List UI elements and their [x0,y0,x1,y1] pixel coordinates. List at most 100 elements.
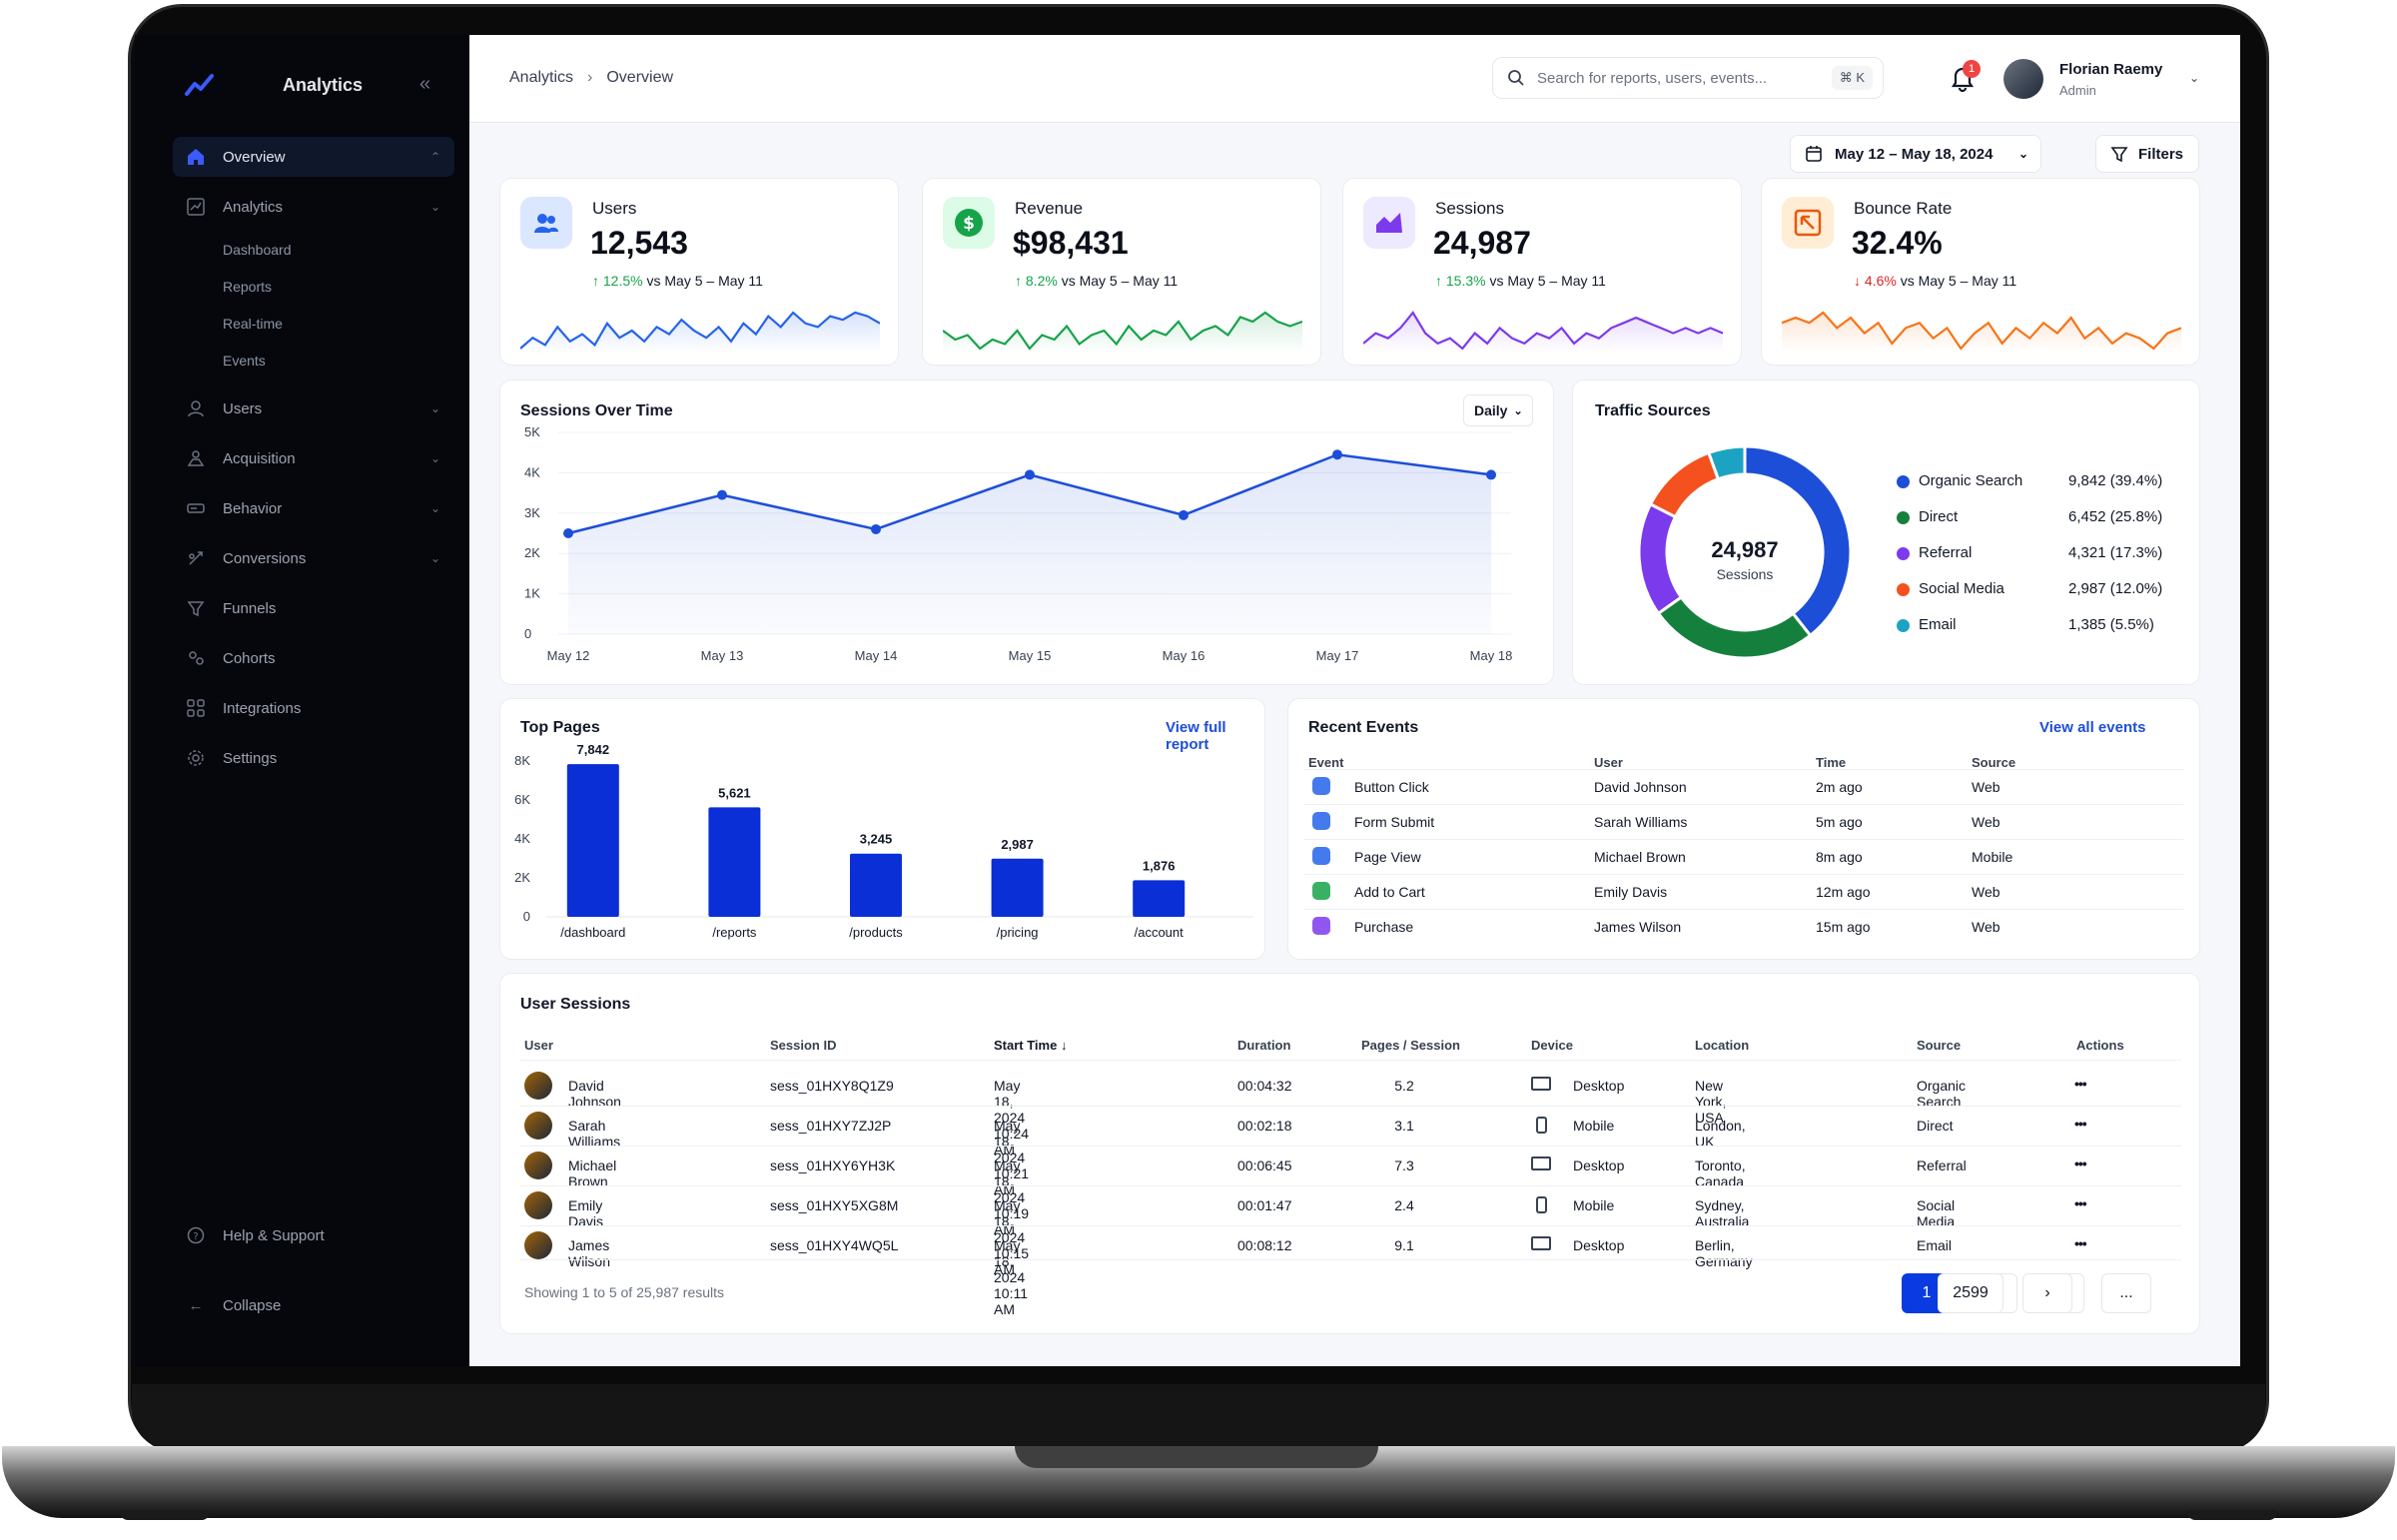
row-actions-button[interactable]: ••• [2074,1155,2087,1171]
session-pages: 5.2 [1394,1078,1414,1094]
card-title: Traffic Sources [1595,402,1711,419]
session-pages: 9.1 [1394,1237,1414,1253]
session-user: James Wilson [568,1237,611,1269]
donut-slice[interactable] [1656,594,1813,660]
help-icon: ? [185,1224,207,1246]
sidebar-item-conversions[interactable]: Conversions ⌄ [173,538,454,578]
view-all-events-link[interactable]: View all events [2039,719,2146,736]
column-header: Duration [1237,1038,1291,1053]
avatar[interactable] [2003,59,2043,99]
session-id: sess_01HXY7ZJ2P [770,1118,892,1134]
divider [1304,839,2183,840]
granularity-select[interactable]: Daily ⌄ [1463,394,1533,426]
help-support-link[interactable]: ? Help & Support [173,1215,454,1255]
data-point[interactable] [563,528,573,538]
row-actions-button[interactable]: ••• [2074,1116,2087,1132]
event-icon [1312,917,1330,935]
data-point[interactable] [717,489,727,500]
event-user: David Johnson [1594,779,1687,795]
divider [520,1225,2181,1226]
bar[interactable] [850,853,902,917]
event-user: Michael Brown [1594,849,1686,865]
bar-value-label: 5,621 [718,785,751,800]
collapse-button[interactable]: ← Collapse [173,1285,454,1325]
collapse-sidebar-icon[interactable]: « [419,73,431,95]
calendar-icon [1806,146,1822,162]
subnav-events[interactable]: Events [223,353,266,369]
divider [520,1259,2181,1260]
donut-slice[interactable] [1706,444,1747,481]
sidebar-item-analytics[interactable]: Analytics ⌄ [173,187,454,227]
sidebar-item-settings[interactable]: Settings [173,738,454,778]
breadcrumb-analytics[interactable]: Analytics [509,69,574,86]
kpi-value: 12,543 [590,225,688,261]
x-tick-label: May 16 [1163,648,1205,663]
next-page-button[interactable]: › [2022,1273,2072,1313]
sparkline-area [943,313,1302,353]
x-tick-label: May 17 [1316,648,1359,663]
data-point[interactable] [1025,469,1035,480]
event-time: 15m ago [1816,919,1871,935]
row-actions-button[interactable]: ••• [2074,1235,2087,1251]
subnav-reports[interactable]: Reports [223,279,273,295]
bar[interactable] [991,858,1044,917]
data-point[interactable] [1332,449,1342,460]
sidebar-item-label: Analytics [223,198,284,216]
sidebar-item-integrations[interactable]: Integrations [173,688,454,728]
y-tick-label: 0 [523,909,530,924]
chevron-down-icon[interactable]: ⌄ [2189,71,2200,85]
subnav-real-time[interactable]: Real-time [223,316,283,332]
session-device: Mobile [1573,1118,1615,1134]
subnav-dashboard[interactable]: Dashboard [223,242,292,258]
event-time: 2m ago [1816,779,1863,795]
sidebar-item-behavior[interactable]: Behavior ⌄ [173,488,454,528]
session-device: Desktop [1573,1237,1625,1253]
kpi-card-users: Users 12,543 ↑ 12.5% vs May 5 – May 11 [499,178,899,366]
legend-item: Referral 4,321 (17.3%) [1897,542,2196,566]
event-name: Page View [1354,849,1421,865]
sidebar-item-label: Users [223,399,263,417]
sidebar-item-cohorts[interactable]: Cohorts [173,638,454,678]
data-point[interactable] [871,523,881,534]
sidebar-item-funnels[interactable]: Funnels [173,588,454,628]
kpi-label: Revenue [1015,199,1084,218]
column-header-sortable[interactable]: Start Time ↓ [994,1038,1067,1053]
legend-swatch [1897,619,1910,632]
sidebar-item-overview[interactable]: Overview ⌃ [173,137,454,177]
user-role: Admin [2059,83,2096,98]
svg-text:$: $ [963,214,975,234]
search-input[interactable]: Search for reports, users, events... ⌘ K [1492,57,1884,99]
sidebar-item-acquisition[interactable]: Acquisition ⌄ [173,438,454,478]
traffic-sources-card: Traffic Sources 24,987 Sessions Organic … [1572,380,2200,685]
kpi-delta: ↑ 12.5% vs May 5 – May 11 [592,273,763,289]
kpi-compare: vs May 5 – May 11 [1489,273,1606,289]
x-tick-label: /dashboard [560,925,625,940]
session-pages: 3.1 [1394,1118,1414,1134]
date-range-picker[interactable]: May 12 – May 18, 2024 ⌄ [1790,135,2041,173]
row-actions-button[interactable]: ••• [2074,1195,2087,1211]
view-full-report-link[interactable]: View full report [1166,719,1226,753]
area-chart-icon [1363,197,1415,249]
sidebar-item-label: Settings [223,749,278,767]
bar[interactable] [1133,880,1186,917]
filters-button[interactable]: Filters [2095,135,2199,173]
legend-swatch [1897,547,1910,560]
laptop-chin [132,1384,2265,1450]
mobile-icon [1536,1196,1547,1213]
page-button-last[interactable]: 2599 [1938,1273,2003,1313]
donut-slice[interactable] [1648,450,1721,519]
event-time: 5m ago [1816,814,1863,830]
sidebar-item-users[interactable]: Users ⌄ [173,388,454,428]
chevron-up-icon: ⌃ [429,150,440,164]
brand: Analytics « [185,65,454,105]
bar[interactable] [708,807,761,917]
data-point[interactable] [1179,509,1189,520]
row-actions-button[interactable]: ••• [2074,1076,2087,1092]
data-point[interactable] [1486,469,1496,480]
avatar [524,1112,552,1140]
bar[interactable] [566,764,619,917]
divider [520,1060,2181,1061]
help-label: Help & Support [223,1226,325,1244]
sidebar-item-label: Funnels [223,599,277,617]
event-icon [1312,882,1330,900]
